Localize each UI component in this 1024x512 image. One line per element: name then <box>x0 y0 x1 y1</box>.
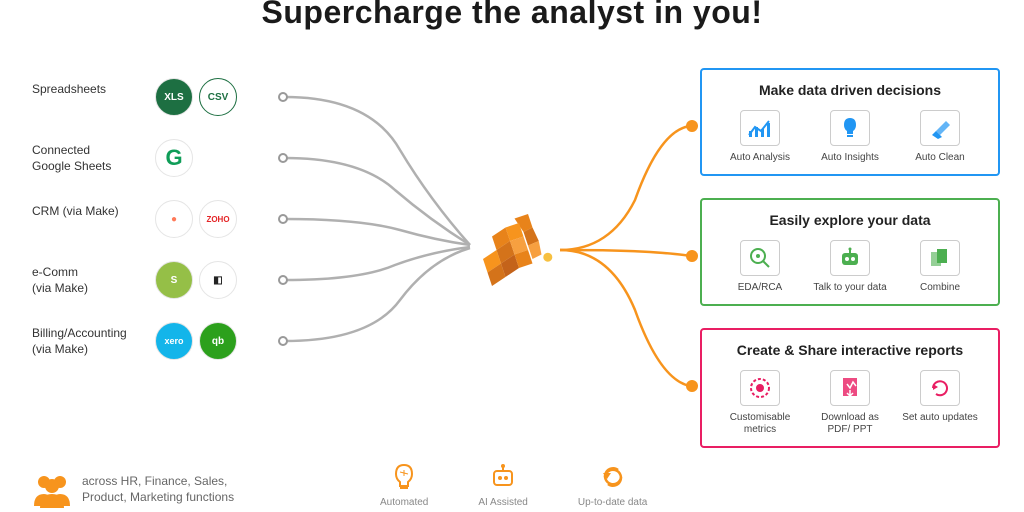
robot-icon <box>830 240 870 276</box>
source-label: Billing/Accounting (via Make) <box>32 326 152 357</box>
output-item-label: Talk to your data <box>813 282 886 294</box>
output-item: EDA/RCA <box>720 240 800 294</box>
csv-icon: CSV <box>199 78 237 116</box>
people-icon <box>32 472 72 508</box>
source-label: CRM (via Make) <box>32 204 152 220</box>
magnify-icon <box>740 240 780 276</box>
xls-icon: XLS <box>155 78 193 116</box>
output-item-label: Download as PDF/ PPT <box>810 412 890 436</box>
output-item-label: EDA/RCA <box>738 282 782 294</box>
output-item: Customisable metrics <box>720 370 800 436</box>
bottom-feature: Up-to-date data <box>578 461 648 508</box>
output-box: Easily explore your data EDA/RCA Talk to y… <box>700 198 1000 306</box>
output-item: Auto Clean <box>900 110 980 164</box>
hubspot-icon: ● <box>155 200 193 238</box>
source-label: e-Comm (via Make) <box>32 265 152 296</box>
bottom-feature: Automated <box>380 461 428 508</box>
output-title: Make data driven decisions <box>720 82 980 98</box>
source-icons: S◧ <box>155 261 237 299</box>
connection-dot <box>278 336 288 346</box>
output-item: Auto Insights <box>810 110 890 164</box>
output-connection-dot <box>686 380 698 392</box>
output-title: Create & Share interactive reports <box>720 342 980 358</box>
output-box: Make data driven decisions Auto Analysis A… <box>700 68 1000 176</box>
source-label: Connected Google Sheets <box>32 143 152 174</box>
output-item-label: Customisable metrics <box>720 412 800 436</box>
connection-dot <box>278 214 288 224</box>
source-icons: xeroqb <box>155 322 237 360</box>
bulb-icon <box>830 110 870 146</box>
page-title: Supercharge the analyst in you! <box>262 0 763 31</box>
output-item-label: Combine <box>920 282 960 294</box>
download-icon <box>830 370 870 406</box>
bottom-feature-label: Automated <box>380 497 428 508</box>
source-icons: XLSCSV <box>155 78 237 116</box>
source-icons: G <box>155 139 193 177</box>
output-item: Set auto updates <box>900 370 980 436</box>
brush-icon <box>920 110 960 146</box>
xero-icon: xero <box>155 322 193 360</box>
bottom-left-caption: across HR, Finance, Sales, Product, Mark… <box>32 472 234 508</box>
squirrel-logo <box>465 205 555 295</box>
squarespace-icon: ◧ <box>199 261 237 299</box>
output-item-label: Auto Analysis <box>730 152 790 164</box>
connection-dot <box>278 275 288 285</box>
chart-icon <box>740 110 780 146</box>
output-item: Talk to your data <box>810 240 890 294</box>
output-connection-dot <box>686 250 698 262</box>
output-item: Auto Analysis <box>720 110 800 164</box>
robot-outline-icon <box>487 461 519 493</box>
source-label: Spreadsheets <box>32 82 152 98</box>
output-item-label: Auto Clean <box>915 152 964 164</box>
output-item: Combine <box>900 240 980 294</box>
bulb-outline-icon <box>388 461 420 493</box>
shopify-icon: S <box>155 261 193 299</box>
output-item-label: Auto Insights <box>821 152 879 164</box>
output-item: Download as PDF/ PPT <box>810 370 890 436</box>
bottom-feature: AI Assisted <box>478 461 527 508</box>
refresh-icon <box>920 370 960 406</box>
bottom-feature-label: Up-to-date data <box>578 497 648 508</box>
sync-icon <box>597 461 629 493</box>
zoho-icon: ZOHO <box>199 200 237 238</box>
output-connection-dot <box>686 120 698 132</box>
bottom-feature-label: AI Assisted <box>478 497 527 508</box>
bottom-left-text: across HR, Finance, Sales, Product, Mark… <box>82 474 234 505</box>
output-box: Create & Share interactive reports Custom… <box>700 328 1000 448</box>
connection-dot <box>278 153 288 163</box>
files-icon <box>920 240 960 276</box>
output-title: Easily explore your data <box>720 212 980 228</box>
google-sheets-icon: G <box>155 139 193 177</box>
connection-dot <box>278 92 288 102</box>
gear-icon <box>740 370 780 406</box>
bottom-center-features: Automated AI Assisted Up-to-date data <box>380 461 647 508</box>
quickbooks-icon: qb <box>199 322 237 360</box>
output-item-label: Set auto updates <box>902 412 978 424</box>
source-icons: ●ZOHO <box>155 200 237 238</box>
